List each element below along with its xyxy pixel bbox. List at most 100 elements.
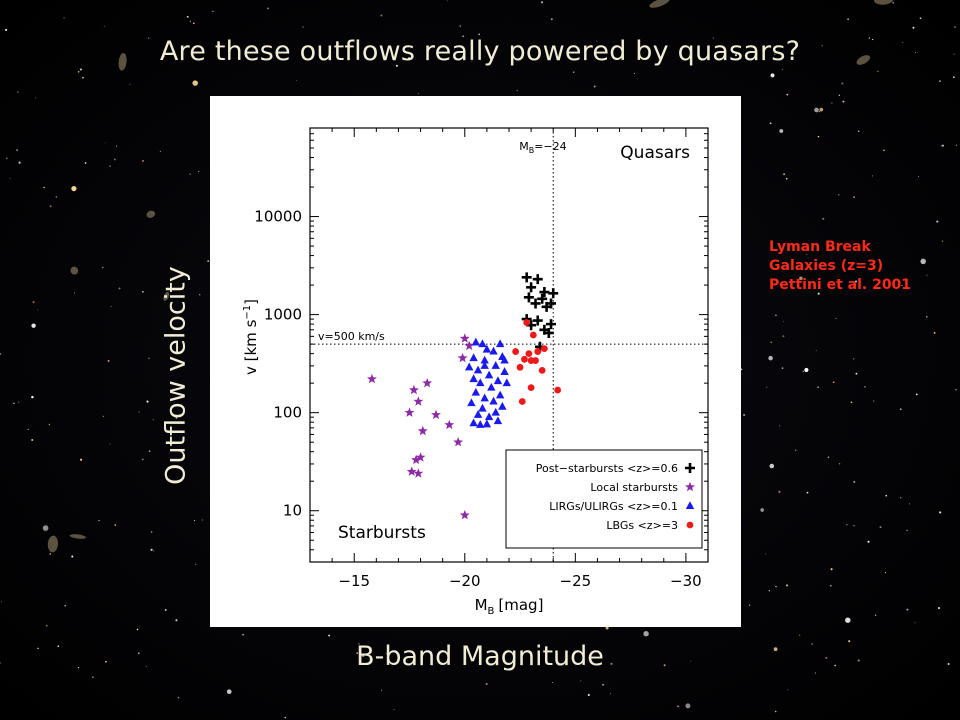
star-dot	[110, 306, 112, 308]
star-dot	[609, 692, 611, 694]
star-dot	[885, 494, 887, 497]
star-dot	[933, 331, 936, 334]
y-tick-label: 1000	[264, 306, 302, 324]
data-point-star	[459, 333, 470, 343]
star-dot	[31, 323, 36, 328]
star-dot	[769, 122, 772, 125]
legend-marker-plus	[685, 463, 695, 473]
star-dot	[98, 519, 100, 522]
star-dot	[871, 38, 874, 41]
star-dot	[690, 660, 692, 662]
star-dot	[906, 608, 909, 611]
star-dot	[857, 659, 860, 662]
x-tick-label: −25	[560, 572, 592, 590]
star-dot	[873, 400, 875, 402]
star-dot	[939, 80, 941, 82]
star-dot	[954, 26, 956, 28]
data-point-triangle	[484, 370, 494, 379]
star-dot	[743, 413, 746, 417]
star-dot	[926, 274, 928, 276]
star-dot	[774, 53, 776, 55]
star-dot	[18, 161, 21, 164]
star-dot	[77, 667, 80, 669]
star-dot	[380, 14, 383, 17]
star-dot	[799, 634, 801, 636]
star-dot	[884, 571, 887, 574]
star-dot	[417, 93, 419, 95]
star-dot	[766, 386, 768, 388]
star-dot	[774, 314, 777, 317]
star-dot	[37, 647, 39, 650]
x-tick-label: −15	[338, 572, 370, 590]
data-point-triangle	[484, 412, 494, 421]
data-point-triangle	[493, 376, 503, 385]
galaxy-blob	[874, 0, 894, 5]
star-dot	[82, 76, 84, 79]
star-dot	[786, 93, 789, 96]
data-point-triangle	[489, 346, 498, 355]
star-dot	[637, 47, 639, 49]
star-dot	[841, 82, 844, 85]
star-dot	[643, 631, 649, 637]
star-dot	[883, 149, 885, 152]
slide-y-axis-label: Outflow velocity	[160, 266, 192, 485]
star-dot	[853, 480, 856, 483]
star-dot	[194, 519, 196, 522]
star-dot	[92, 676, 94, 678]
data-point-plus	[541, 301, 552, 312]
star-dot	[685, 703, 691, 709]
star-dot	[899, 408, 902, 411]
star-dot	[830, 584, 832, 587]
star-dot	[832, 381, 835, 384]
star-dot	[18, 401, 20, 403]
data-point-plus	[539, 287, 550, 298]
series-star	[367, 333, 475, 520]
star-dot	[242, 633, 244, 636]
star-dot	[48, 423, 51, 426]
y-tick-label: 100	[273, 404, 302, 422]
star-dot	[920, 258, 926, 265]
star-dot	[785, 584, 789, 587]
data-point-star	[457, 352, 468, 363]
data-point-circle	[525, 350, 533, 358]
y-axis-title-close: ]	[242, 299, 260, 305]
star-dot	[867, 540, 870, 543]
star-dot	[79, 68, 82, 71]
star-dot	[838, 194, 840, 196]
star-dot	[605, 626, 609, 630]
star-dot	[146, 400, 149, 403]
star-dot	[892, 1, 895, 4]
data-point-triangle	[480, 361, 489, 369]
legend-label: LIRGs/ULIRGs <z>=0.1	[549, 500, 678, 513]
star-dot	[71, 186, 77, 192]
data-point-triangle	[495, 390, 505, 399]
star-dot	[395, 64, 398, 67]
star-dot	[198, 293, 201, 296]
star-dot	[774, 710, 777, 713]
star-dot	[1, 601, 2, 603]
star-dot	[914, 622, 916, 624]
data-point-triangle	[480, 355, 489, 364]
data-point-triangle	[491, 361, 500, 369]
star-dot	[9, 178, 11, 180]
star-dot	[103, 25, 105, 27]
star-dot	[919, 17, 922, 20]
star-dot	[850, 401, 853, 404]
star-dot	[712, 37, 715, 39]
note-line-3: Pettini et al. 2001	[769, 277, 912, 293]
star-dot	[587, 693, 590, 697]
star-dot	[80, 458, 83, 461]
star-dot	[879, 526, 882, 529]
legend-marker-star	[685, 481, 695, 492]
star-dot	[795, 449, 797, 451]
star-dot	[186, 15, 189, 18]
star-dot	[939, 511, 942, 514]
star-dot	[778, 490, 781, 493]
data-point-triangle	[478, 403, 487, 412]
data-point-star	[459, 510, 470, 520]
star-dot	[35, 97, 36, 99]
galaxy-blob	[856, 55, 871, 65]
star-dot	[5, 28, 8, 31]
region-label-quasars: Quasars	[620, 143, 690, 163]
star-dot	[64, 604, 67, 607]
